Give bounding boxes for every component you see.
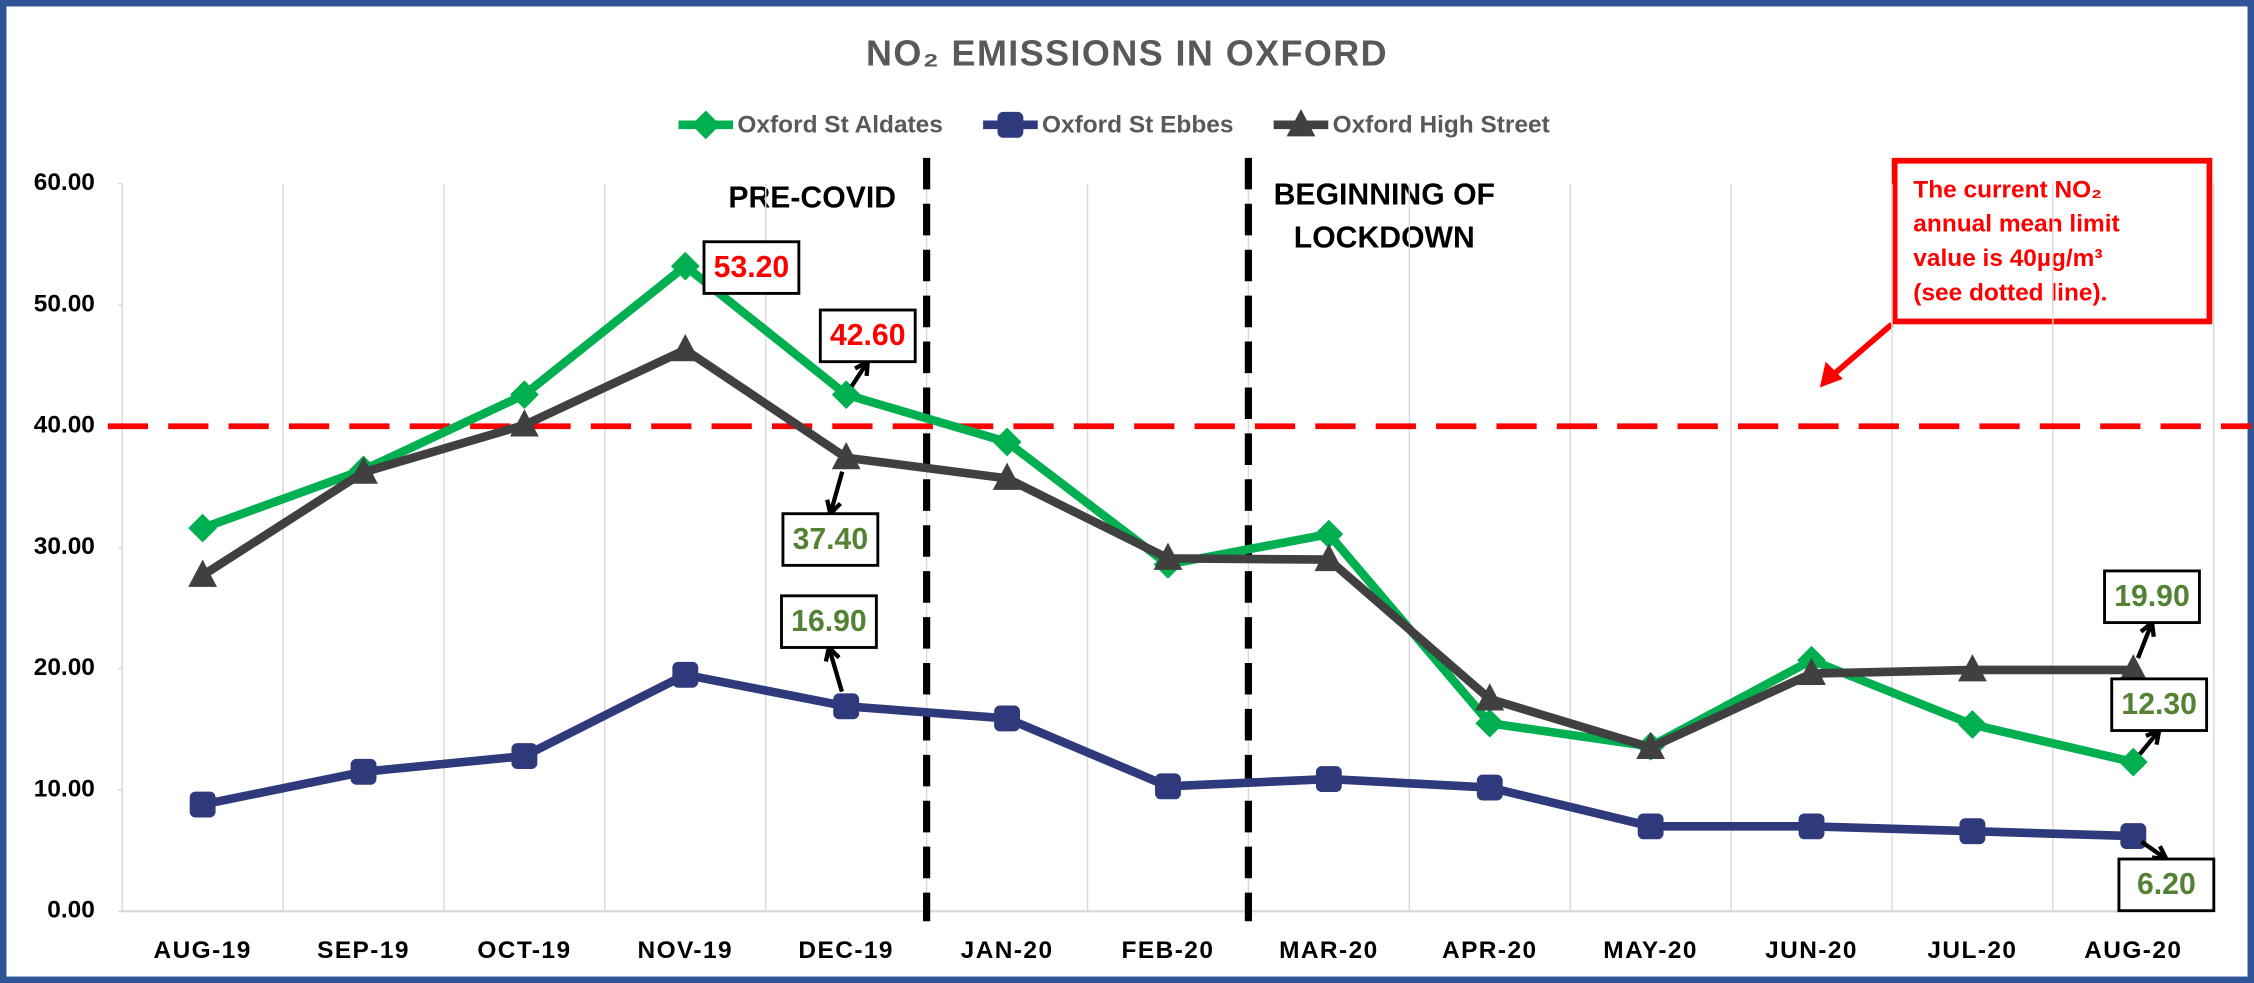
value-label: 12.30 — [2121, 688, 2197, 721]
marker — [1475, 683, 1505, 711]
y-tick-label: 0.00 — [47, 897, 95, 924]
marker — [992, 427, 1022, 457]
marker — [350, 758, 377, 785]
value-label: 16.90 — [791, 605, 867, 638]
note-arrowhead — [1819, 361, 1843, 388]
annotation: LOCKDOWN — [1294, 222, 1475, 255]
value-label-box — [818, 308, 917, 364]
legend-label: Oxford High Street — [1333, 112, 1550, 139]
marker — [1637, 813, 1664, 840]
label-arrow — [2135, 621, 2154, 659]
x-tick-label: MAR-20 — [1279, 937, 1379, 964]
y-tick-label: 30.00 — [34, 533, 95, 560]
y-tick-label: 20.00 — [34, 654, 95, 681]
marker — [833, 693, 860, 720]
marker — [1958, 654, 1987, 682]
marker — [1314, 519, 1344, 549]
x-tick-label: MAY-20 — [1603, 937, 1698, 964]
value-label: 53.20 — [714, 251, 790, 284]
legend-label: Oxford St Aldates — [737, 112, 942, 139]
legend-marker — [691, 110, 721, 140]
y-tick-label: 50.00 — [34, 290, 95, 317]
label-arrow — [828, 471, 845, 515]
x-tick-label: SEP-19 — [317, 937, 410, 964]
note-box — [1891, 157, 2213, 325]
marker — [1475, 708, 1505, 738]
marker — [1797, 657, 1826, 686]
chart-title: NO₂ EMISSIONS IN OXFORD — [866, 33, 1388, 73]
label-arrow — [849, 360, 870, 388]
marker — [1315, 766, 1342, 792]
marker — [670, 334, 700, 362]
annotation: BEGINNING OF — [1274, 179, 1495, 212]
marker — [992, 462, 1022, 490]
legend-marker — [997, 111, 1024, 138]
value-label-box — [2117, 857, 2216, 913]
x-tick-label: FEB-20 — [1122, 937, 1215, 964]
marker — [2120, 823, 2147, 849]
legend-marker — [1286, 109, 1316, 137]
x-tick-label: JAN-20 — [961, 937, 1054, 964]
x-tick-label: JUL-20 — [1927, 937, 2017, 964]
value-label-box — [780, 594, 878, 649]
legend-label: Oxford St Ebbes — [1042, 112, 1233, 139]
x-tick-label: AUG-19 — [154, 937, 252, 964]
note-text: (see dotted line). — [1913, 280, 2107, 307]
note-arrow — [1826, 322, 1894, 382]
marker — [1636, 731, 1666, 760]
marker — [189, 791, 216, 818]
x-tick-label: JUN-20 — [1765, 937, 1858, 964]
x-tick-label: APR-20 — [1442, 937, 1538, 964]
y-tick-label: 10.00 — [34, 775, 95, 802]
marker — [831, 441, 861, 470]
value-label-box — [781, 512, 880, 567]
value-label: 6.20 — [2137, 868, 2196, 901]
y-tick-label: 60.00 — [34, 169, 95, 196]
note-text: annual mean limit — [1913, 211, 2119, 238]
note-text: The current NO₂ — [1913, 176, 2102, 203]
value-label: 42.60 — [830, 319, 906, 352]
value-label-box — [702, 240, 801, 295]
y-tick-label: 40.00 — [34, 412, 95, 439]
marker — [1959, 818, 1986, 845]
marker — [510, 409, 539, 437]
value-label: 19.90 — [2114, 580, 2190, 613]
marker — [1314, 543, 1344, 572]
marker — [1155, 773, 1181, 800]
x-tick-label: DEC-19 — [798, 937, 894, 964]
label-arrow — [2140, 840, 2168, 861]
value-label: 37.40 — [793, 523, 869, 556]
value-label-box — [2110, 677, 2209, 732]
value-label-box — [2103, 569, 2201, 625]
marker — [1958, 710, 1987, 739]
marker — [1798, 813, 1825, 840]
marker — [2118, 654, 2148, 682]
x-tick-label: AUG-20 — [2084, 937, 2182, 964]
marker — [2118, 747, 2148, 777]
marker — [188, 559, 218, 587]
marker — [1153, 542, 1183, 570]
marker — [511, 743, 538, 769]
label-arrow — [826, 646, 844, 693]
x-tick-label: OCT-19 — [477, 937, 571, 964]
marker — [1476, 774, 1503, 801]
annotation: PRE-COVID — [728, 181, 896, 214]
note-text: value is 40µg/m³ — [1913, 245, 2102, 272]
x-tick-label: NOV-19 — [638, 937, 734, 964]
marker — [349, 456, 378, 484]
marker — [994, 705, 1021, 732]
marker — [672, 661, 699, 688]
label-arrow — [2138, 729, 2161, 756]
